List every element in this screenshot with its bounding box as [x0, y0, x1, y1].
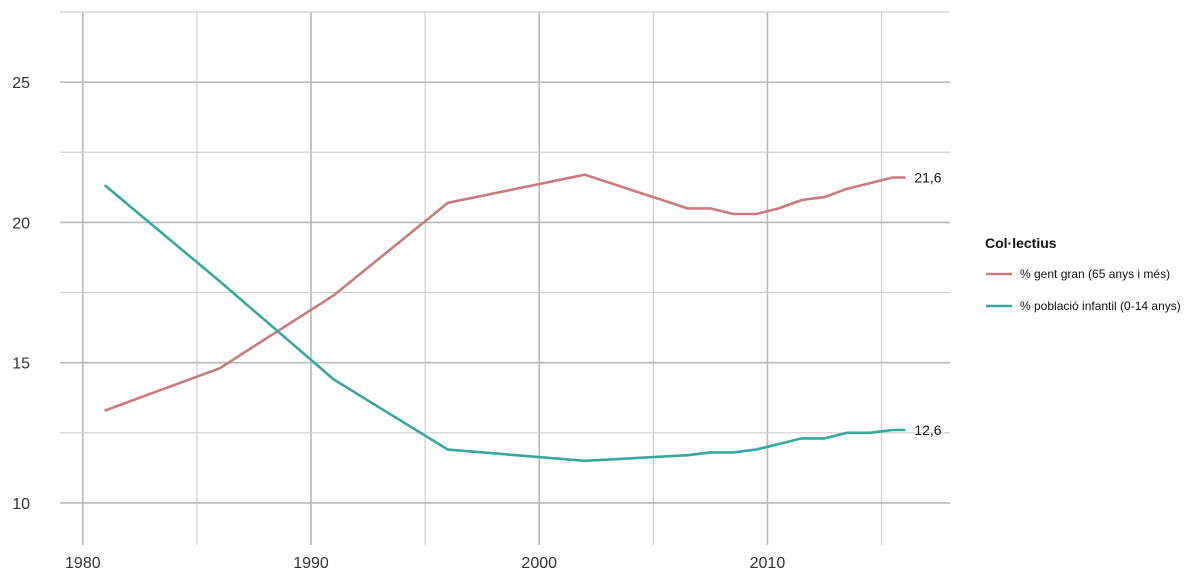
legend-label-1: % gent gran (65 anys i més) [1020, 267, 1170, 281]
series-lines [104, 173, 906, 463]
x-tick-label: 1980 [65, 555, 101, 571]
x-tick-label: 2000 [521, 555, 557, 571]
grid [60, 11, 950, 545]
end-label-1: 21,6 [914, 170, 941, 186]
series-line-1 [104, 173, 906, 412]
legend: Col·lectius % gent gran (65 anys i més)%… [985, 235, 1181, 313]
y-tick-label: 25 [12, 75, 30, 92]
y-tick-label: 10 [12, 496, 30, 513]
y-tick-label: 20 [12, 215, 30, 232]
axis-labels: 10 15 20 25 1980 1990 2000 2010 [12, 75, 785, 571]
series-line-2 [104, 184, 906, 463]
end-labels: 21,6 12,6 [914, 170, 941, 438]
legend-label-2: % població infantil (0-14 anys) [1020, 299, 1181, 313]
x-tick-label: 1990 [293, 555, 329, 571]
x-tick-label: 2010 [750, 555, 786, 571]
y-tick-label: 15 [12, 356, 30, 373]
legend-items: % gent gran (65 anys i més) % població in… [986, 267, 1181, 313]
end-label-2: 12,6 [914, 422, 941, 438]
legend-title: Col·lectius [985, 235, 1057, 251]
